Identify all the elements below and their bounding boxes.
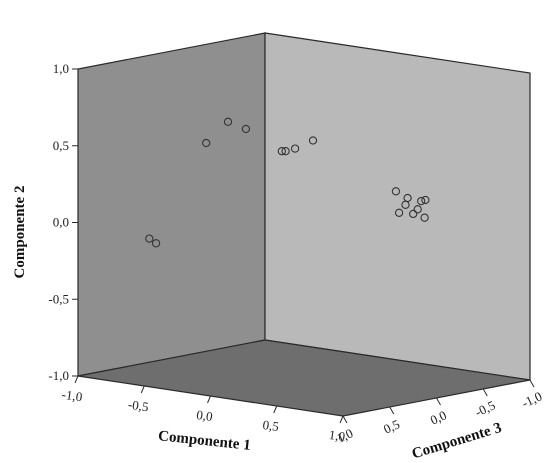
data-point xyxy=(413,205,422,214)
data-points xyxy=(145,117,430,248)
data-point xyxy=(417,196,426,206)
x-tick-label: 0,0 xyxy=(195,407,213,424)
z-tick-label: 0,5 xyxy=(381,416,402,436)
z-tick-mark xyxy=(482,388,488,397)
data-point xyxy=(241,124,251,134)
plot-box xyxy=(77,32,531,417)
data-point xyxy=(290,144,300,153)
x-tick-label: -1,0 xyxy=(61,387,83,405)
z-tick-label: 1,0 xyxy=(334,425,355,445)
z-tick-mark xyxy=(436,397,441,406)
y-tick-label: 0,0 xyxy=(53,215,69,230)
y-axis-title: Componente 2 xyxy=(12,186,28,279)
y-tick-label: -1,0 xyxy=(48,368,69,383)
x-tick-mark xyxy=(207,395,211,404)
data-point xyxy=(420,213,429,222)
x-tick-label: -0,5 xyxy=(127,397,149,415)
data-point xyxy=(223,117,233,126)
y-tick-label: 0,5 xyxy=(53,138,69,153)
data-point xyxy=(277,147,286,156)
data-point xyxy=(308,136,318,145)
data-point xyxy=(394,208,404,217)
x-tick-mark xyxy=(74,375,79,384)
data-point xyxy=(202,138,211,148)
y-tick-label: -0,5 xyxy=(48,291,69,306)
data-point xyxy=(421,195,430,205)
data-point xyxy=(145,234,154,243)
z-axis-title: Componente 3 xyxy=(410,420,504,462)
data-point xyxy=(151,239,161,248)
data-point xyxy=(409,209,418,219)
x-tick-mark xyxy=(339,415,344,424)
z-tick-mark xyxy=(342,415,348,424)
z-tick-mark xyxy=(389,406,395,415)
data-point xyxy=(391,187,401,196)
x-tick-mark xyxy=(273,405,278,414)
z-tick-label: 0,0 xyxy=(428,407,449,427)
z-tick-mark xyxy=(529,379,535,388)
x-axis-title: Componente 1 xyxy=(157,428,251,454)
z-tick-label: -0,5 xyxy=(473,397,498,419)
z-tick-label: -1,0 xyxy=(519,388,544,410)
x-tick-mark xyxy=(140,385,145,394)
x-tick-label: 0,5 xyxy=(262,417,280,434)
tick-labels: -1,0-0,50,00,51,0-1,0-0,50,00,51,01,0 0,5… xyxy=(48,61,544,446)
y-tick-label: 1,0 xyxy=(53,61,69,76)
data-point xyxy=(401,200,410,209)
data-point xyxy=(281,147,290,156)
left-wall xyxy=(77,32,266,377)
back-wall xyxy=(264,32,531,381)
x-tick-label: 1,0 xyxy=(328,427,346,444)
